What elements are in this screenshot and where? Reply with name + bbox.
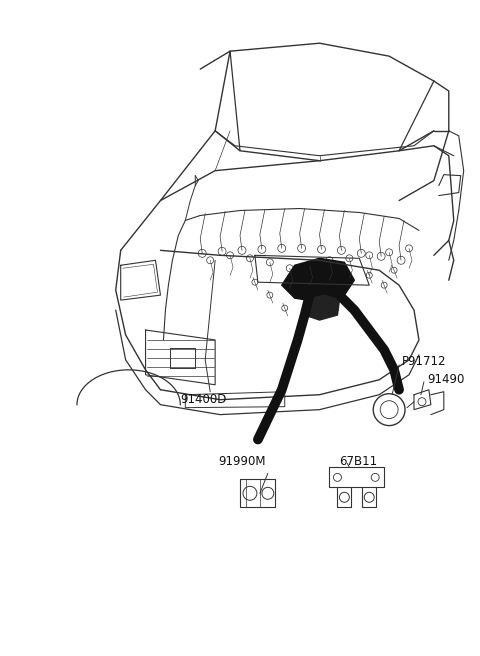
Text: 91490: 91490 xyxy=(427,373,464,386)
Polygon shape xyxy=(305,295,339,320)
Text: P91712: P91712 xyxy=(402,356,446,369)
Polygon shape xyxy=(282,258,354,302)
Text: 91990M: 91990M xyxy=(218,455,265,468)
Text: 91400D: 91400D xyxy=(180,393,227,406)
Text: 67B11: 67B11 xyxy=(339,455,378,468)
